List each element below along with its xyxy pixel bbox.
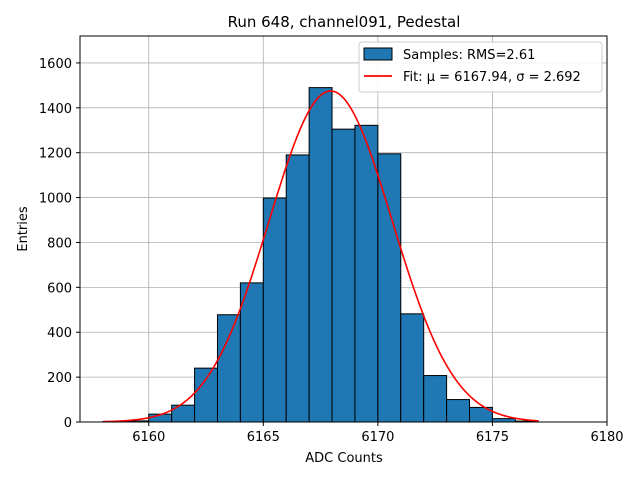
- x-axis-label: ADC Counts: [305, 451, 383, 466]
- histogram-bar: [285, 154, 310, 423]
- fit-curve-layer: [102, 90, 539, 423]
- y-tick-label: 1600: [39, 57, 72, 72]
- histogram-bar: [239, 282, 264, 423]
- x-tick-label: 6175: [476, 430, 509, 445]
- y-tick-label: 800: [47, 236, 72, 251]
- legend-swatch-samples: [363, 47, 393, 61]
- histogram-bar: [446, 399, 471, 423]
- chart-title: Run 648, channel091, Pedestal: [228, 13, 461, 31]
- y-tick-label: 1400: [39, 102, 72, 117]
- histogram-bar: [491, 418, 516, 423]
- y-tick-label: 200: [47, 371, 72, 386]
- x-axis-ticks: 6160 6165 6170 6175 6180: [132, 422, 624, 445]
- histogram-bar: [262, 197, 287, 423]
- y-tick-label: 1000: [39, 192, 72, 207]
- histogram-bars: [102, 87, 539, 423]
- x-tick-label: 6160: [132, 430, 165, 445]
- histogram-bar: [216, 314, 241, 423]
- legend-label-samples: Samples: RMS=2.61: [403, 48, 535, 63]
- histogram-bar: [194, 367, 218, 423]
- y-tick-label: 400: [47, 326, 72, 341]
- y-tick-label: 0: [64, 416, 72, 431]
- x-tick-label: 6180: [590, 430, 623, 445]
- legend: Samples: RMS=2.61 Fit: μ = 6167.94, σ = …: [358, 41, 603, 93]
- histogram-bar: [400, 313, 425, 423]
- x-tick-label: 6170: [361, 430, 394, 445]
- plot-frame: [79, 35, 608, 423]
- y-axis-ticks: 0 200 400 600 800 1000 1200 1400 1600: [39, 57, 80, 431]
- x-tick-label: 6165: [247, 430, 280, 445]
- y-tick-label: 600: [47, 281, 72, 296]
- y-tick-label: 1200: [39, 147, 72, 162]
- y-axis-label: Entries: [16, 206, 31, 252]
- histogram-bar: [308, 87, 333, 423]
- histogram-bar: [354, 124, 379, 423]
- histogram-bar: [377, 153, 402, 423]
- fit-curve: [102, 90, 539, 423]
- histogram-bar: [331, 128, 356, 423]
- legend-box: [358, 41, 603, 93]
- legend-label-fit: Fit: μ = 6167.94, σ = 2.692: [403, 70, 581, 85]
- histogram-bar: [423, 375, 448, 423]
